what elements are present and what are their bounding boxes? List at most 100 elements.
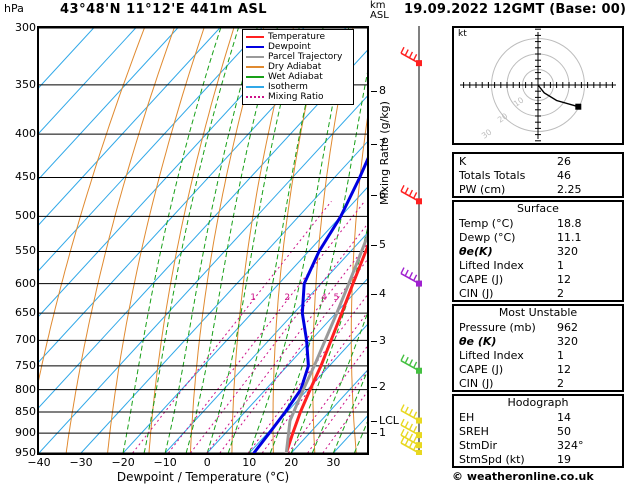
table-row-label: PW (cm) (459, 182, 506, 196)
height-unit-line2: ASL (370, 10, 389, 21)
legend: Temperature Dewpoint Parcel Trajectory Dry … (242, 29, 354, 105)
table-row-label: θe(K) (459, 244, 493, 258)
height-tick-label: 3 (379, 333, 386, 347)
temperature-tick-label: −10 (153, 456, 177, 469)
pressure-tick-label: 450 (15, 170, 36, 184)
table-row-label: CAPE (J) (459, 362, 504, 376)
height-unit-line1: km (370, 0, 386, 11)
legend-swatch (246, 76, 264, 78)
table-row: CIN (J) 2 (454, 286, 622, 300)
table-row-value: 46 (557, 168, 571, 182)
pressure-tick-label: 600 (15, 276, 36, 290)
temperature-axis: −40 −30 −20 −10 0 10 20 30 (27, 456, 369, 470)
run-timestamp: 19.09.2022 12GMT (Base: 00) (404, 2, 627, 17)
legend-item: Dry Adiabat (246, 62, 350, 72)
pressure-tick-label: 400 (15, 127, 36, 141)
temperature-tick-label: −30 (69, 456, 93, 469)
hodograph-trace (537, 84, 579, 108)
temperature-tick-label: −20 (111, 456, 135, 469)
table-row-label: Totals Totals (459, 168, 526, 182)
height-tick (371, 143, 377, 145)
most-unstable-header: Most Unstable (498, 306, 578, 319)
wind-barb (400, 46, 422, 67)
table-row-value: 320 (557, 244, 578, 258)
mixing-ratio-axis-title: Mixing Ratio (g/kg) (378, 101, 391, 205)
table-row-value: 2.25 (557, 182, 582, 196)
height-tick (371, 194, 377, 196)
hodograph-unit-label: kt (458, 29, 467, 39)
table-row-value: 320 (557, 334, 578, 348)
copyright-label: © weatheronline.co.uk (452, 470, 594, 483)
table-row: StmSpd (kt) 19 (454, 452, 622, 466)
wind-barb (400, 267, 422, 287)
temperature-tick-label: 20 (284, 456, 299, 469)
legend-item: Isotherm (246, 82, 350, 92)
height-tick (371, 387, 377, 389)
indices-table: K 26 Totals Totals 46 PW (cm) 2.25 (452, 152, 624, 198)
legend-item: Wet Adiabat (246, 72, 350, 82)
pressure-tick-label: 900 (15, 426, 36, 440)
legend-label: Dry Adiabat (268, 61, 322, 72)
mixing-ratio-label: 3 (305, 292, 312, 303)
mixing-ratio-label: 5 (333, 292, 340, 303)
legend-label: Temperature (268, 31, 326, 42)
table-row: K 26 (454, 154, 622, 168)
temperature-axis-title: Dewpoint / Temperature (°C) (116, 470, 290, 484)
mixing-ratio-label: 1 (250, 292, 256, 303)
lcl-tick (371, 420, 377, 422)
table-row: θe(K) 320 (454, 244, 622, 258)
pressure-tick-label: 550 (15, 244, 36, 258)
table-row: Pressure (mb) 962 (454, 320, 622, 334)
legend-item: Parcel Trajectory (246, 52, 350, 62)
table-row-label: EH (459, 410, 475, 424)
table-row-value: 12 (557, 362, 571, 376)
hodograph-table: Hodograph EH 14 SREH 50 StmDir 324° StmSpd (kt)… (452, 394, 624, 468)
table-row-value: 18.8 (557, 216, 582, 230)
hodograph-header: Hodograph (507, 396, 569, 409)
legend-swatch (246, 66, 264, 68)
table-row-value: 324° (557, 438, 584, 452)
table-row: SREH 50 (454, 424, 622, 438)
pressure-unit-label: hPa (4, 2, 24, 15)
legend-swatch (246, 86, 264, 88)
table-row-value: 962 (557, 320, 578, 334)
wind-barb (400, 418, 422, 439)
temperature-tick-label: 10 (242, 456, 257, 469)
pressure-tick-label: 800 (15, 382, 36, 396)
skewt-canvas (39, 28, 367, 453)
table-row-label: Lifted Index (459, 258, 524, 272)
temperature-tick-label: −40 (27, 456, 51, 469)
table-row-label: Pressure (mb) (459, 320, 536, 334)
lcl-label: LCL (379, 413, 399, 427)
table-row-label: θe (K) (459, 334, 497, 348)
table-row-value: 11.1 (557, 230, 582, 244)
svg-text:10: 10 (512, 95, 526, 108)
table-row-label: StmSpd (kt) (459, 452, 525, 466)
legend-swatch (246, 56, 264, 58)
svg-text:20: 20 (496, 111, 510, 124)
pressure-tick-label: 300 (15, 21, 36, 34)
height-tick-label: 1 (379, 425, 386, 439)
svg-text:30: 30 (480, 127, 494, 140)
table-row-value: 1 (557, 258, 564, 272)
table-row-label: K (459, 154, 467, 168)
surface-table: Surface Temp (°C) 18.8 Dewp (°C) 11.1 θe(K) 32… (452, 200, 624, 302)
height-unit-label: km ASL (370, 1, 389, 21)
height-tick (371, 340, 377, 342)
wind-barb (400, 428, 422, 449)
hodograph-panel[interactable]: kt 10 20 30 (452, 10, 624, 160)
table-row: Lifted Index 1 (454, 258, 622, 272)
legend-item: Dewpoint (246, 42, 350, 52)
legend-label: Parcel Trajectory (268, 51, 343, 62)
table-row-label: CIN (J) (459, 286, 494, 300)
table-row-label: CAPE (J) (459, 272, 504, 286)
table-row-value: 2 (557, 376, 564, 390)
wind-barb-column (397, 26, 447, 456)
wind-barb (400, 184, 422, 205)
temperature-tick-label: 0 (203, 456, 211, 469)
wind-barb (400, 436, 422, 456)
legend-label: Isotherm (268, 81, 308, 92)
most-unstable-table: Most Unstable Pressure (mb) 962 θe (K) 320 Li… (452, 304, 624, 392)
table-row-label: Dewp (°C) (459, 230, 516, 244)
legend-label: Wet Adiabat (268, 71, 323, 82)
